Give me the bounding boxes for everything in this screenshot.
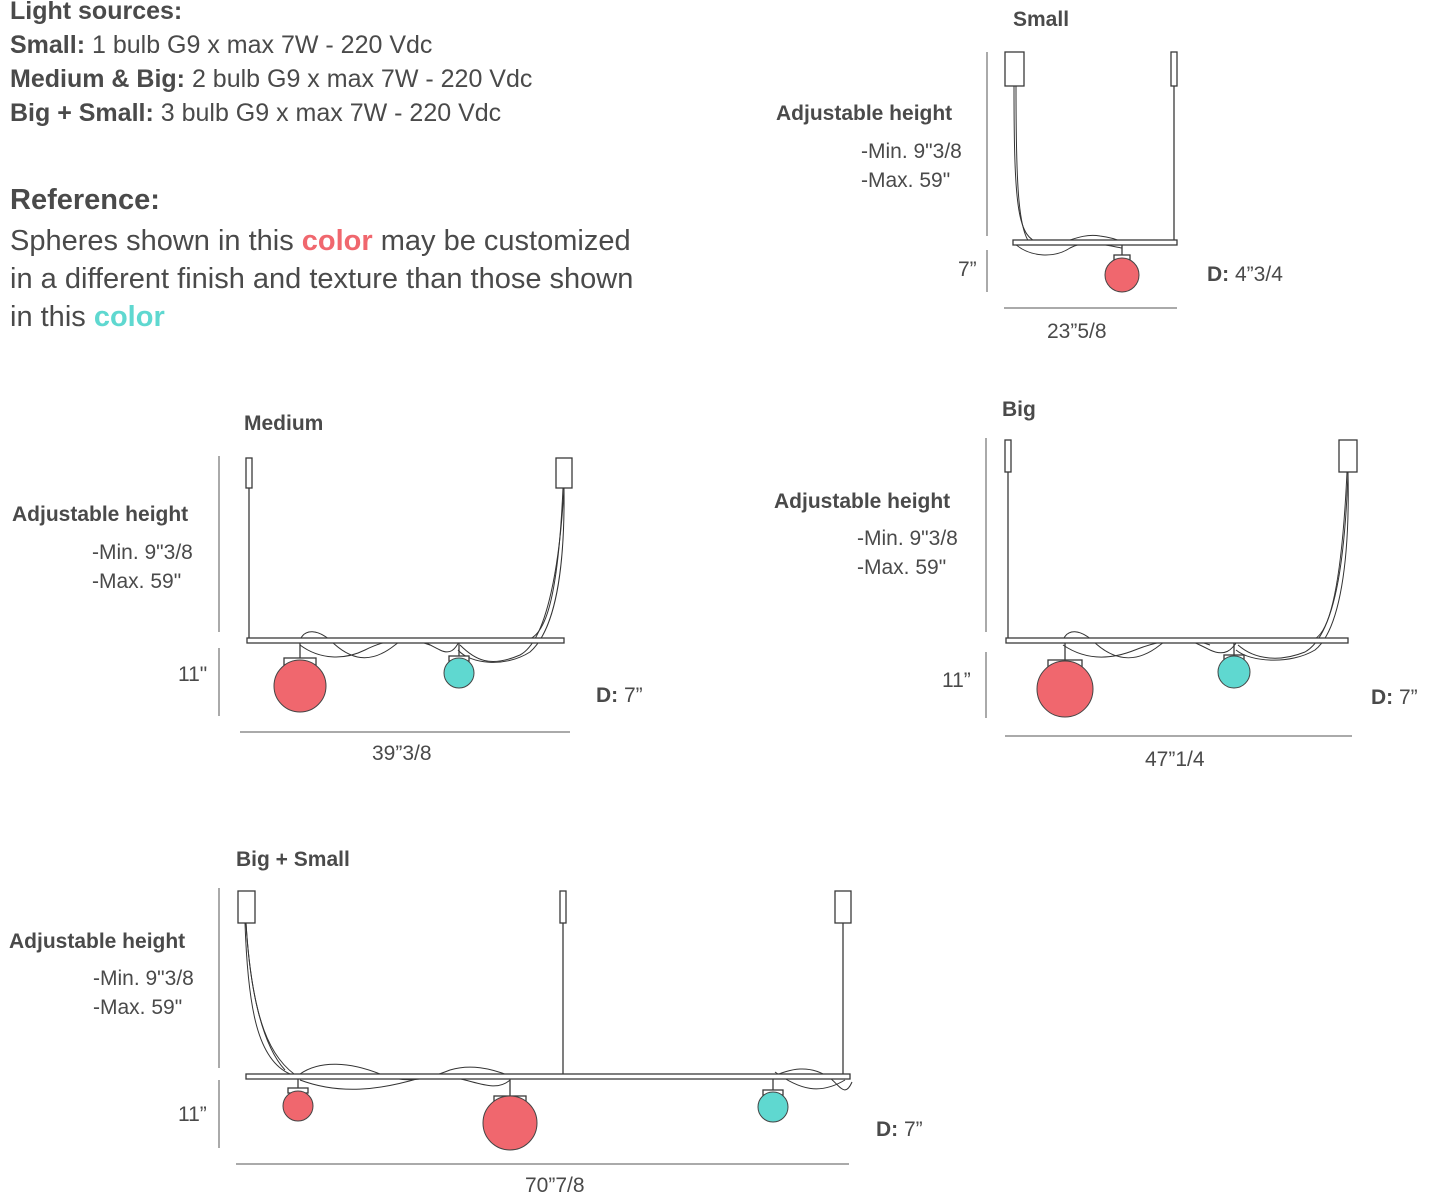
small-width: 23”5/8 [1047,320,1107,343]
color-word-red: color [301,225,373,257]
big-small-canopy-right [834,890,852,924]
medium-bar [246,637,565,644]
big-small-depth: D: 7” [876,1118,923,1141]
medium-depth: D: 7” [596,684,643,707]
big-small-title: Big + Small [236,848,350,871]
small-height-range: -Min. 9"3/8 -Max. 59" [861,140,962,192]
big-depth: D: 7” [1371,686,1418,709]
big-red-sphere [1036,660,1094,718]
light-source-row-medium-big: Medium & Big: 2 bulb G9 x max 7W - 220 V… [10,65,533,93]
big-small-width: 70”7/8 [525,1174,585,1197]
light-source-row-small: Small: 1 bulb G9 x max 7W - 220 Vdc [10,31,433,59]
big-small-drop: 11” [178,1103,207,1126]
light-source-row-big-small: Big + Small: 3 bulb G9 x max 7W - 220 Vd… [10,99,502,127]
big-drop: 11” [942,669,971,692]
big-title: Big [1002,398,1036,421]
big-small-canopy-mid [559,890,567,924]
medium-teal-sphere [443,657,475,689]
medium-drop: 11" [178,663,208,686]
big-width: 47”1/4 [1145,748,1205,771]
big-small-canopy-left [237,890,256,924]
big-teal-sphere [1217,655,1251,689]
small-red-sphere [1104,257,1140,293]
big-small-small-red-sphere [282,1090,314,1122]
light-sources-heading: Light sources: [10,0,183,25]
medium-adjustable-height: Adjustable height [12,503,189,526]
big-small-adjustable-height: Adjustable height [9,930,186,953]
medium-width: 39”3/8 [372,742,432,765]
big-height-range: -Min. 9"3/8 -Max. 59" [857,527,958,579]
light-sources-block: Light sources: Small: 1 bulb G9 x max 7W… [10,0,532,130]
medium-height-range: -Min. 9"3/8 -Max. 59" [92,541,193,593]
small-adjustable-height: Adjustable height [776,102,953,125]
color-word-teal: color [93,301,165,333]
big-small-big-red-sphere [482,1095,538,1151]
big-small-teal-sphere [757,1091,789,1123]
big-small-bar [245,1073,851,1080]
small-bar [1012,239,1178,246]
reference-heading: Reference: [10,184,160,216]
reference-text: Spheres shown in this color may be custo… [10,225,634,333]
big-bar [1005,637,1349,644]
small-depth: D: 4”3/4 [1207,263,1283,286]
big-small-height-range: -Min. 9"3/8 -Max. 59" [93,967,194,1019]
big-adjustable-height: Adjustable height [774,490,951,513]
medium-title: Medium [244,412,324,435]
small-title: Small [1013,8,1070,31]
small-drop: 7” [958,258,977,281]
medium-red-sphere [273,659,327,713]
